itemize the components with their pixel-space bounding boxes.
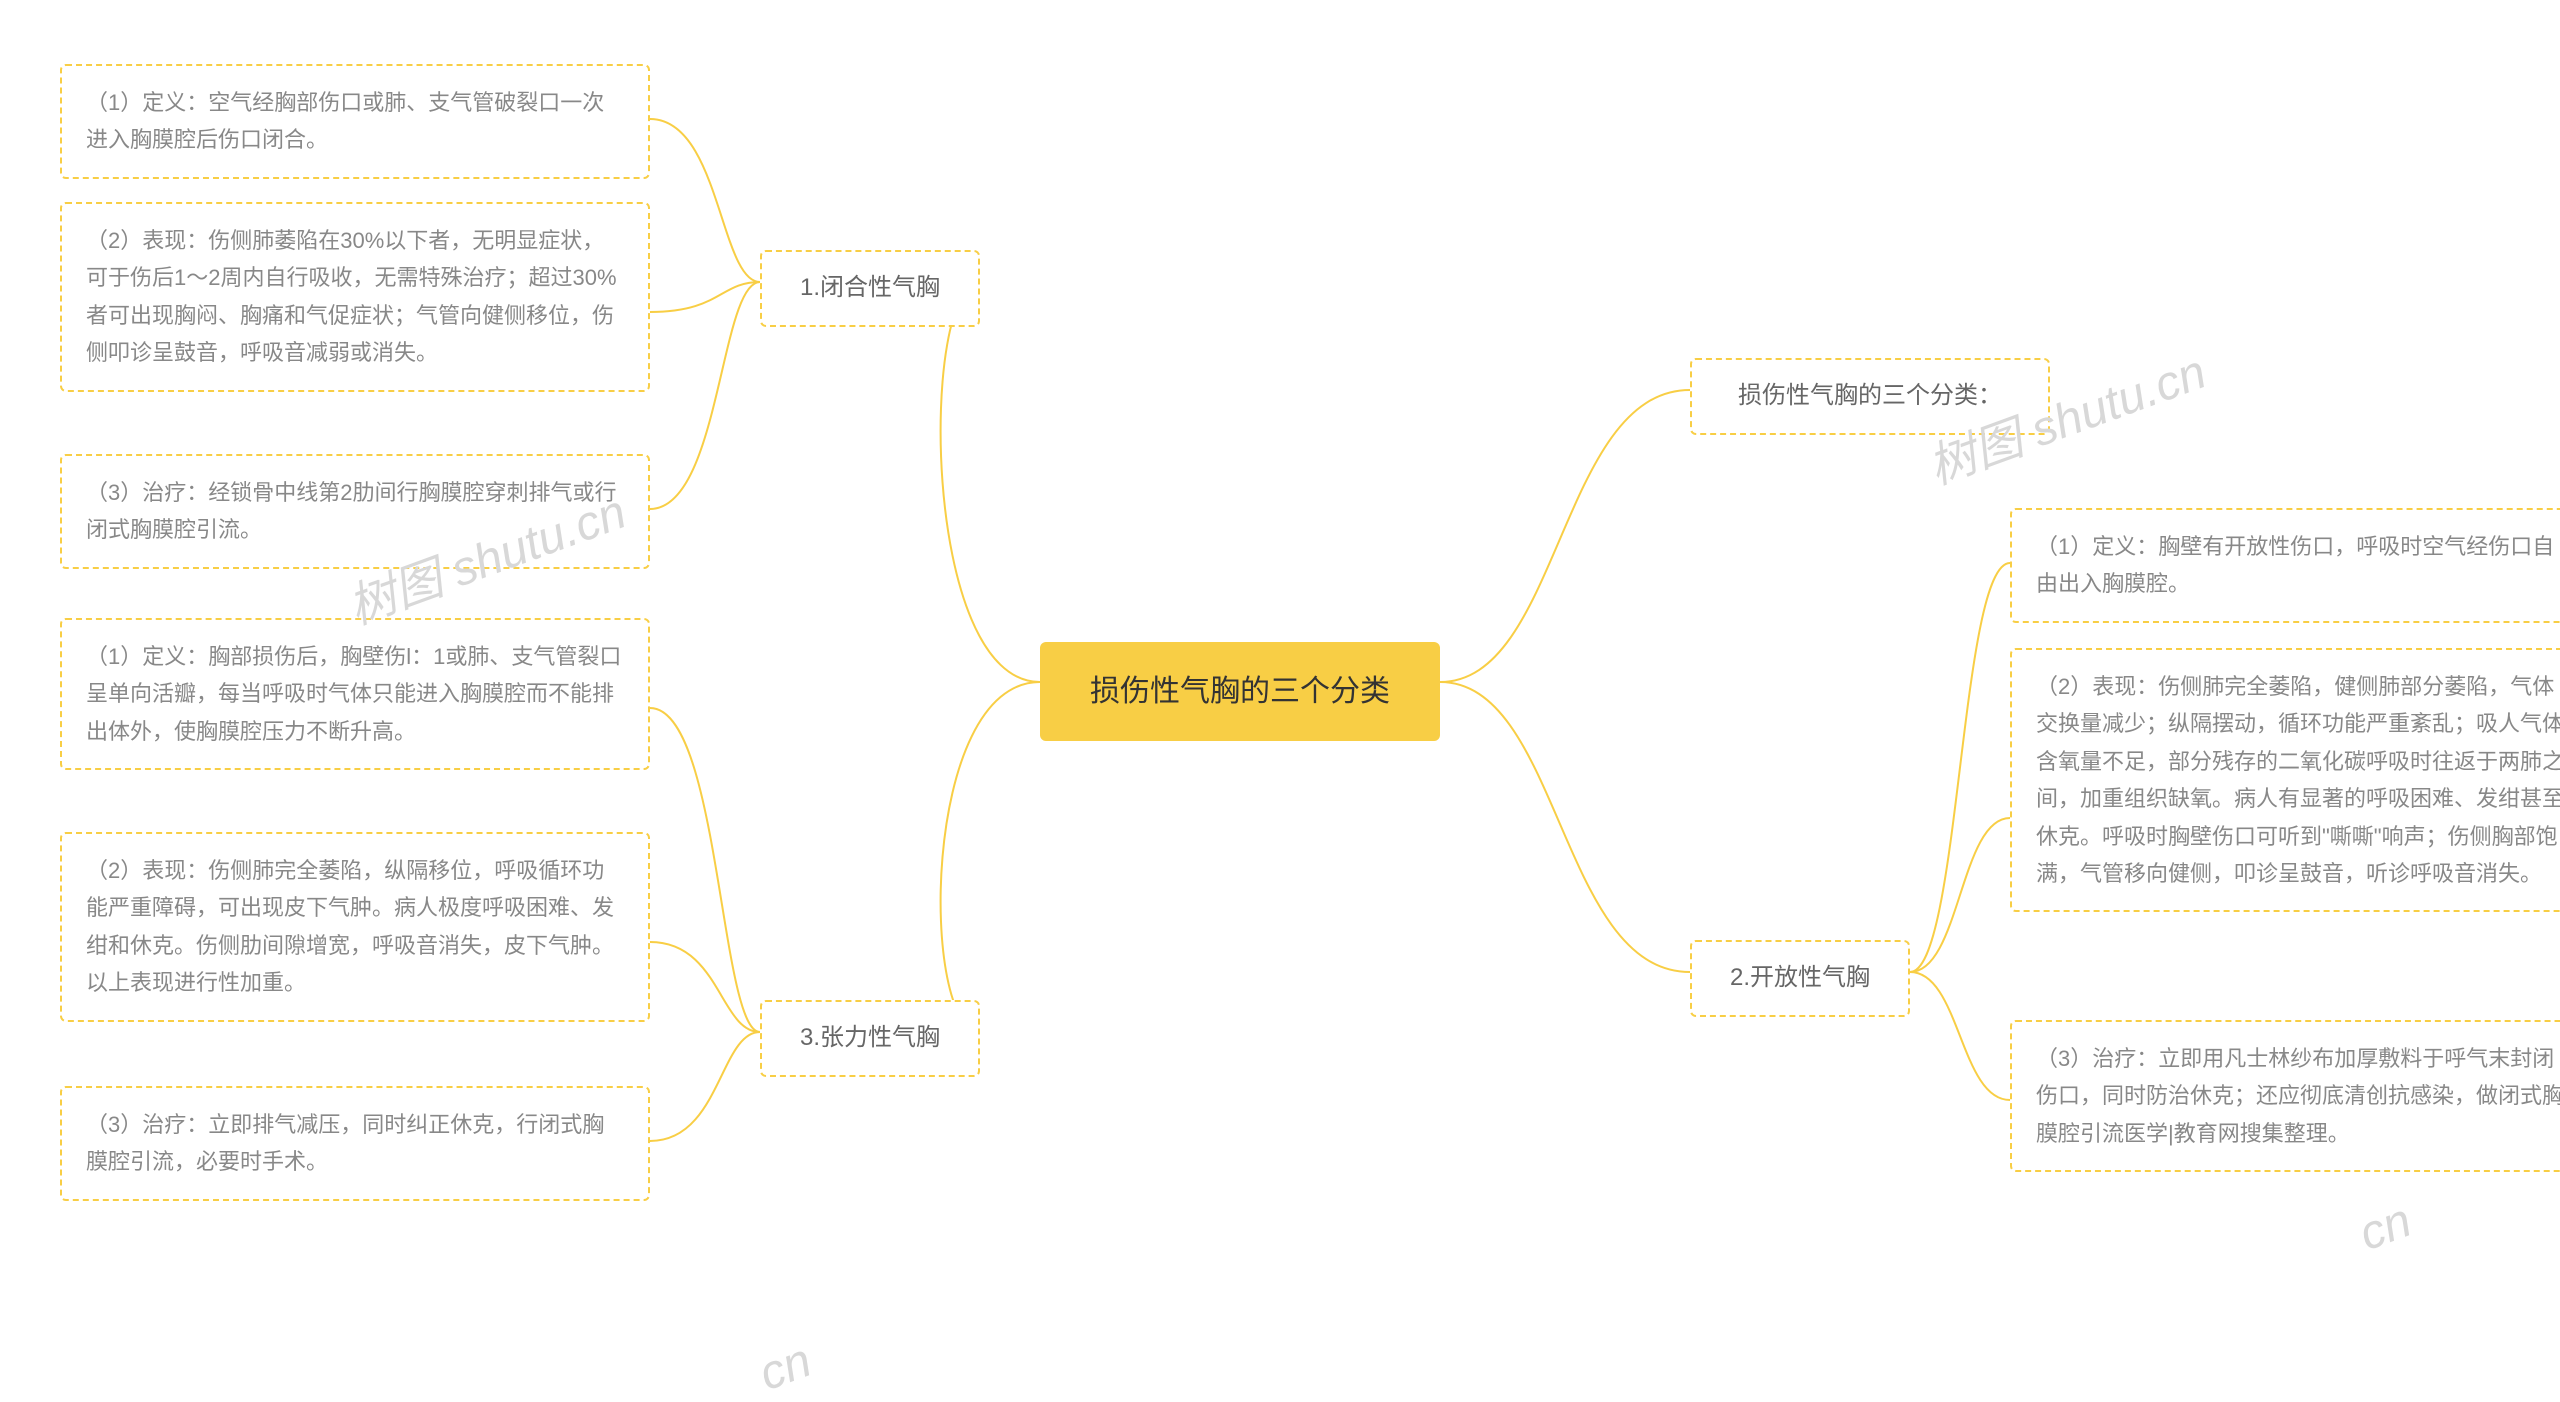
branch-node[interactable]: 损伤性气胸的三个分类：: [1690, 358, 2050, 435]
leaf-node[interactable]: （1）定义：胸部损伤后，胸壁伤l：1或肺、支气管裂口呈单向活瓣，每当呼吸时气体只…: [60, 618, 650, 770]
leaf-text: （2）表现：伤侧肺完全萎陷，健侧肺部分萎陷，气体交换量减少；纵隔摆动，循环功能严…: [2036, 674, 2560, 886]
leaf-node[interactable]: （2）表现：伤侧肺萎陷在30%以下者，无明显症状，可于伤后1～2周内自行吸收，无…: [60, 202, 650, 392]
connector-line: [1910, 563, 2010, 972]
connector-line: [1440, 390, 1690, 682]
connector-line: [941, 682, 1040, 1032]
connector-line: [650, 708, 760, 1032]
connector-line: [1910, 972, 2010, 1100]
branch-label: 2.开放性气胸: [1730, 964, 1870, 991]
connector-line: [650, 942, 760, 1032]
connector-line: [650, 282, 760, 312]
leaf-node[interactable]: （3）治疗：经锁骨中线第2肋间行胸膜腔穿刺排气或行闭式胸膜腔引流。: [60, 454, 650, 569]
leaf-text: （3）治疗：经锁骨中线第2肋间行胸膜腔穿刺排气或行闭式胸膜腔引流。: [86, 480, 616, 542]
connector-line: [650, 1032, 760, 1141]
branch-label: 1.闭合性气胸: [800, 274, 940, 301]
leaf-text: （1）定义：胸壁有开放性伤口，呼吸时空气经伤口自由出入胸膜腔。: [2036, 534, 2554, 596]
leaf-text: （2）表现：伤侧肺完全萎陷，纵隔移位，呼吸循环功能严重障碍，可出现皮下气肿。病人…: [86, 858, 614, 995]
watermark: cn: [752, 1333, 818, 1402]
leaf-node[interactable]: （2）表现：伤侧肺完全萎陷，纵隔移位，呼吸循环功能严重障碍，可出现皮下气肿。病人…: [60, 832, 650, 1022]
branch-label: 3.张力性气胸: [800, 1024, 940, 1051]
root-node[interactable]: 损伤性气胸的三个分类: [1040, 642, 1440, 741]
connector-line: [650, 119, 760, 282]
leaf-text: （3）治疗：立即用凡士林纱布加厚敷料于呼气末封闭伤口，同时防治休克；还应彻底清创…: [2036, 1046, 2560, 1146]
mindmap-canvas: 损伤性气胸的三个分类 损伤性气胸的三个分类： 1.闭合性气胸 2.开放性气胸 3.张力…: [0, 0, 2560, 1383]
watermark: cn: [2352, 1193, 2418, 1262]
branch-label: 损伤性气胸的三个分类：: [1738, 382, 2002, 409]
root-label: 损伤性气胸的三个分类: [1090, 675, 1390, 708]
connector-line: [941, 282, 1040, 682]
leaf-text: （3）治疗：立即排气减压，同时纠正休克，行闭式胸膜腔引流，必要时手术。: [86, 1112, 604, 1174]
leaf-node[interactable]: （1）定义：胸壁有开放性伤口，呼吸时空气经伤口自由出入胸膜腔。: [2010, 508, 2560, 623]
leaf-text: （1）定义：空气经胸部伤口或肺、支气管破裂口一次进入胸膜腔后伤口闭合。: [86, 90, 604, 152]
leaf-text: （1）定义：胸部损伤后，胸壁伤l：1或肺、支气管裂口呈单向活瓣，每当呼吸时气体只…: [86, 644, 621, 744]
leaf-node[interactable]: （1）定义：空气经胸部伤口或肺、支气管破裂口一次进入胸膜腔后伤口闭合。: [60, 64, 650, 179]
branch-node[interactable]: 3.张力性气胸: [760, 1000, 980, 1077]
branch-node[interactable]: 2.开放性气胸: [1690, 940, 1910, 1017]
connector-line: [650, 282, 760, 509]
connector-line: [1910, 818, 2010, 972]
leaf-node[interactable]: （3）治疗：立即用凡士林纱布加厚敷料于呼气末封闭伤口，同时防治休克；还应彻底清创…: [2010, 1020, 2560, 1172]
connector-line: [1440, 682, 1690, 972]
leaf-node[interactable]: （2）表现：伤侧肺完全萎陷，健侧肺部分萎陷，气体交换量减少；纵隔摆动，循环功能严…: [2010, 648, 2560, 912]
branch-node[interactable]: 1.闭合性气胸: [760, 250, 980, 327]
leaf-text: （2）表现：伤侧肺萎陷在30%以下者，无明显症状，可于伤后1～2周内自行吸收，无…: [86, 228, 617, 365]
leaf-node[interactable]: （3）治疗：立即排气减压，同时纠正休克，行闭式胸膜腔引流，必要时手术。: [60, 1086, 650, 1201]
